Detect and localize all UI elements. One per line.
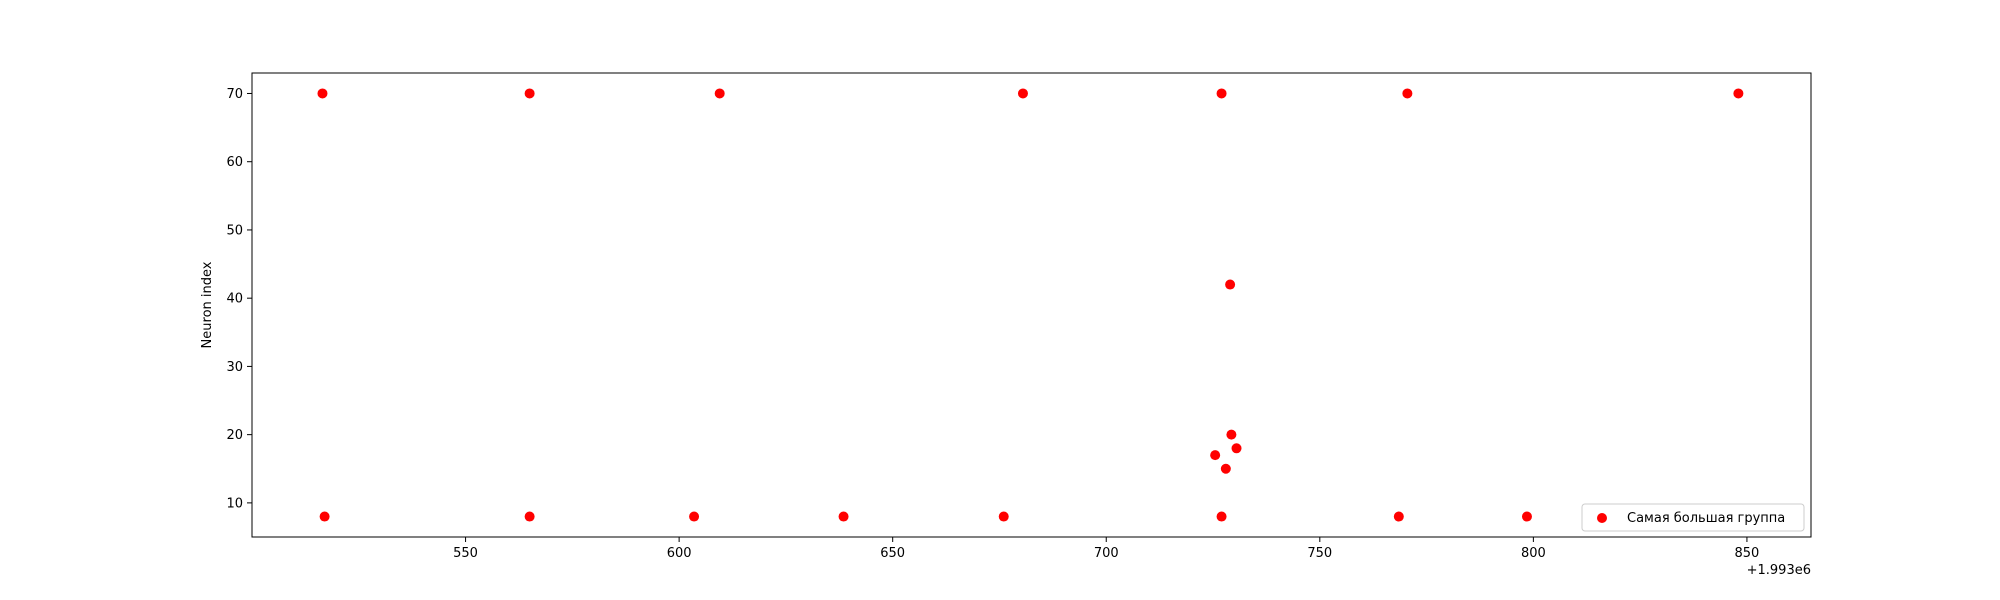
legend-frame — [1581, 503, 1805, 532]
data-point — [524, 88, 535, 99]
data-point — [1225, 279, 1236, 290]
data-point — [1216, 511, 1227, 522]
x-offset-label: +1.993e6 — [1747, 563, 1811, 578]
data-point — [317, 88, 328, 99]
data-point — [1521, 511, 1532, 522]
y-tick-label: 10 — [226, 496, 243, 511]
data-point — [319, 511, 330, 522]
y-tick-label: 50 — [226, 223, 243, 238]
data-point — [1733, 88, 1744, 99]
data-point — [1231, 443, 1242, 454]
plot-marks — [317, 88, 1744, 522]
y-tick-label: 40 — [226, 292, 243, 307]
data-point — [1017, 88, 1028, 99]
y-tick-label: 20 — [226, 428, 243, 443]
axes-layer: 550 600 650 700 750 800 850 10 20 30 40 50 60 70 — [226, 72, 1812, 561]
legend-marker — [1597, 513, 1607, 523]
x-tick-label: 700 — [1094, 546, 1119, 561]
data-point — [998, 511, 1009, 522]
x-tick-label: 550 — [453, 546, 478, 561]
data-point — [714, 88, 725, 99]
y-tick-label: 60 — [226, 155, 243, 170]
x-tick-label: 600 — [667, 546, 692, 561]
legend: Самая большая группа — [1581, 503, 1805, 532]
data-point — [689, 511, 700, 522]
x-tick-label: 750 — [1307, 546, 1332, 561]
x-tick-label: 650 — [880, 546, 905, 561]
data-point — [524, 511, 535, 522]
x-tick-label: 850 — [1735, 546, 1760, 561]
data-point — [1220, 463, 1231, 474]
x-tick-label: 800 — [1521, 546, 1546, 561]
data-point — [838, 511, 849, 522]
data-point — [1393, 511, 1404, 522]
y-tick-label: 30 — [226, 360, 243, 375]
data-point — [1402, 88, 1413, 99]
data-point — [1226, 429, 1237, 440]
legend-label: Самая большая группа — [1627, 511, 1785, 526]
data-point — [1216, 88, 1227, 99]
y-axis-label: Neuron index — [200, 261, 215, 348]
y-tick-label: 70 — [226, 87, 243, 102]
plot-frame — [251, 72, 1812, 538]
data-point — [1210, 450, 1221, 461]
